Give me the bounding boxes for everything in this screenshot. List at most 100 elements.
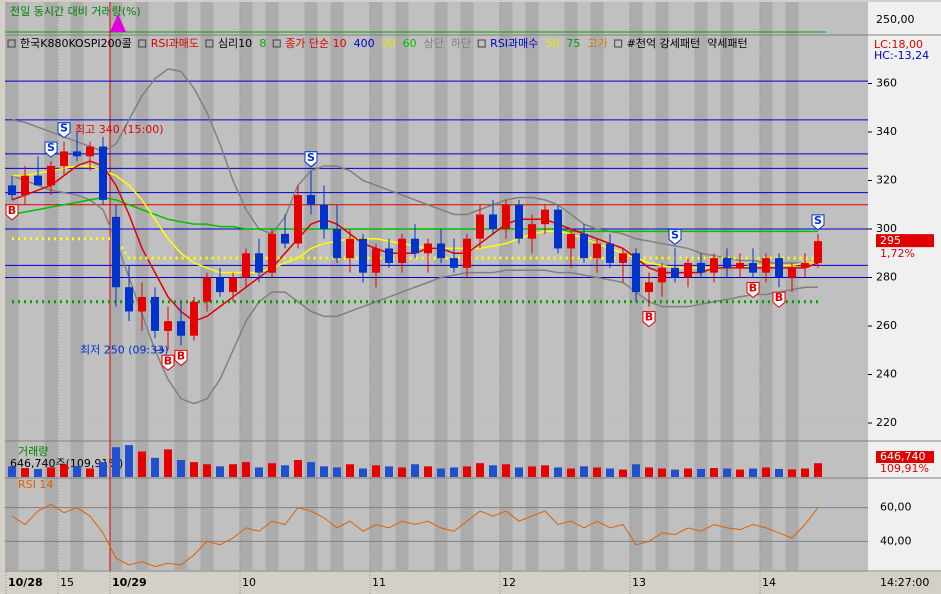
- top-title: 전일 동시간 대비 거래량(%): [10, 4, 141, 18]
- candle-body: [424, 243, 432, 254]
- volume-bar: [60, 464, 68, 477]
- candle-body: [151, 296, 159, 331]
- signal-badge: [304, 151, 318, 168]
- candle-body: [762, 258, 770, 273]
- legend-label: 8: [259, 37, 266, 50]
- time-label: 14:27:00: [880, 576, 929, 589]
- candle-body: [255, 253, 263, 273]
- volume-bar: [710, 468, 718, 477]
- last-price-box: [876, 234, 934, 248]
- candle-body: [268, 233, 276, 273]
- volume-bar: [320, 466, 328, 477]
- signal-badge: [174, 349, 188, 367]
- candle-body: [814, 241, 822, 263]
- volume-bar: [567, 468, 575, 477]
- change-label: 1,72%: [880, 247, 915, 260]
- volume-bar: [268, 463, 276, 477]
- candle-body: [541, 209, 549, 225]
- candle-body: [554, 209, 562, 249]
- volume-bar: [671, 469, 679, 477]
- signal-label: B: [749, 282, 757, 295]
- candle-body: [125, 287, 133, 312]
- stripe: [304, 2, 318, 570]
- y-tick-label: 340: [876, 125, 897, 138]
- candle-body: [346, 238, 354, 259]
- x-tick-label: 11: [372, 576, 386, 589]
- candle-body: [645, 282, 653, 293]
- y-tick-label: 260: [876, 319, 897, 332]
- candle-body: [372, 248, 380, 273]
- x-tick-label: 13: [632, 576, 646, 589]
- volume-last: 646,740: [880, 450, 926, 463]
- signal-label: B: [164, 354, 172, 367]
- candle-body: [320, 204, 328, 230]
- stripe: [330, 2, 344, 570]
- x-tick-label: 15: [60, 576, 74, 589]
- min-arrow: [154, 346, 165, 354]
- candle-body: [112, 216, 120, 288]
- legend-box: [205, 39, 214, 48]
- volume-bar: [632, 464, 640, 477]
- legend-box: [272, 39, 281, 48]
- volume-bar: [177, 460, 185, 477]
- volume-bar: [801, 468, 809, 477]
- volume-bar: [814, 463, 822, 477]
- signal-badge: [772, 291, 786, 308]
- volume-bar: [541, 465, 549, 477]
- volume-bar: [125, 445, 133, 477]
- signal-label: B: [645, 311, 653, 324]
- volume-bar: [385, 466, 393, 477]
- legend-label: 50: [545, 37, 559, 50]
- candle-body: [710, 258, 718, 273]
- legend-label: 심리10: [218, 37, 252, 50]
- volume-bar: [736, 469, 744, 477]
- rsi-title: RSI 14: [18, 478, 53, 491]
- volume-bar: [593, 467, 601, 477]
- legend-label: RSI과매도: [151, 37, 199, 50]
- candle-body: [47, 165, 55, 186]
- candle-body: [398, 238, 406, 263]
- candle-body: [190, 301, 198, 336]
- candle-body: [86, 146, 94, 157]
- candle-body: [385, 248, 393, 263]
- volume-bar: [476, 463, 484, 477]
- x-tick-label: 12: [502, 576, 516, 589]
- signal-badge: [811, 214, 825, 231]
- legend-box: [138, 39, 147, 48]
- candle-body: [697, 262, 705, 273]
- y-tick-label: 300: [876, 222, 897, 235]
- legend-label: 20: [382, 37, 396, 50]
- y-tick-label: 320: [876, 174, 897, 187]
- volume-bar: [580, 466, 588, 477]
- signal-badge: [668, 228, 682, 246]
- candle-body: [580, 233, 588, 259]
- legend-label: 60: [403, 37, 417, 50]
- stripe: [174, 2, 188, 570]
- overlay-line: [12, 237, 818, 260]
- signal-label: S: [47, 141, 55, 154]
- legend-label: 종가 단순 10: [285, 37, 346, 50]
- legend-label: 고가: [587, 37, 607, 50]
- x-tick-label: 10/29: [112, 576, 147, 589]
- candle-body: [281, 233, 289, 244]
- volume-bar: [398, 467, 406, 477]
- stripe: [499, 2, 513, 570]
- right-axis-bg: [868, 2, 941, 572]
- signal-badge: [642, 311, 656, 328]
- volume-bar: [112, 447, 120, 477]
- candle-body: [164, 321, 172, 331]
- candle-body: [736, 262, 744, 268]
- candle-body: [450, 258, 458, 268]
- candle-body: [515, 204, 523, 239]
- candle-body: [229, 277, 237, 293]
- volume-bar: [294, 460, 302, 477]
- volume-bar: [437, 468, 445, 477]
- y-tick-label: 280: [876, 271, 897, 284]
- volume-bar: [281, 465, 289, 477]
- legend-label: 75: [566, 37, 580, 50]
- stripe: [759, 2, 773, 570]
- volume-bar: [333, 467, 341, 477]
- candle-body: [60, 151, 68, 166]
- volume-bar: [242, 462, 250, 477]
- volume-bar: [489, 465, 497, 477]
